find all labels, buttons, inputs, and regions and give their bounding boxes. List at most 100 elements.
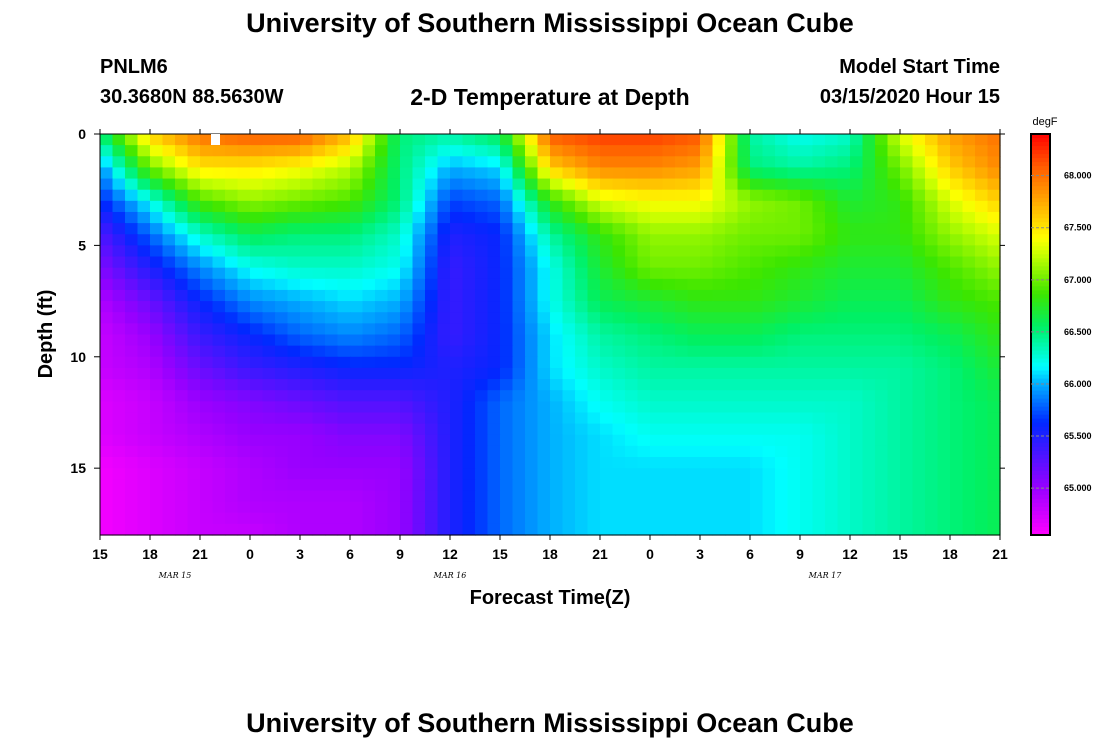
heatmap-cell [187,445,201,458]
heatmap-cell [337,445,351,458]
heatmap-cell [450,289,464,302]
heatmap-cell [975,457,989,469]
heatmap-cell [650,178,664,191]
heatmap-cell [512,223,526,235]
colorbar-tick-label: 65.500 [1064,431,1092,441]
heatmap-cell [200,156,214,169]
heatmap-cell [412,256,426,269]
heatmap-cell [675,379,689,391]
heatmap-cell [125,490,139,503]
heatmap-cell [112,423,126,436]
heatmap-cell [337,334,351,347]
heatmap-cell [475,401,489,414]
heatmap-cell [700,523,714,536]
heatmap-cell [787,167,801,180]
heatmap-cell [975,234,989,246]
heatmap-cell [975,256,989,269]
heatmap-cell [800,390,814,402]
heatmap-cell [637,367,651,380]
heatmap-cell [287,512,301,525]
heatmap-cell [412,200,426,213]
heatmap-cell [975,356,989,369]
heatmap-cell [200,167,214,180]
heatmap-cell [937,323,951,336]
heatmap-cell [525,457,539,469]
heatmap-cell [512,379,526,391]
colorbar-segment [1031,166,1050,171]
heatmap-cell [500,256,514,269]
heatmap-cell [837,468,851,480]
heatmap-cell [200,211,214,224]
heatmap-cell [162,256,176,269]
heatmap-cell [837,412,851,425]
heatmap-cell [550,234,564,246]
heatmap-cell [550,267,564,280]
heatmap-cell [162,301,176,313]
heatmap-cell [325,423,339,436]
heatmap-cell [637,211,651,224]
heatmap-cell [250,401,264,414]
heatmap-cell [200,457,214,469]
heatmap-cell [575,267,589,280]
heatmap-cell [262,312,276,324]
heatmap-cell [475,278,489,291]
heatmap-cell [412,356,426,369]
heatmap-cell [787,445,801,458]
heatmap-cell [900,167,914,180]
heatmap-cell [987,234,1001,246]
heatmap-cell [425,178,439,191]
heatmap-cell [862,189,876,202]
heatmap-cell [525,434,539,447]
heatmap-cell [950,379,964,391]
heatmap-cell [162,423,176,436]
heatmap-cell [537,457,551,469]
heatmap-cell [700,167,714,180]
heatmap-cell [887,211,901,224]
heatmap-cell [687,479,701,492]
heatmap-cell [800,189,814,202]
heatmap-cell [375,423,389,436]
heatmap-cell [225,512,239,525]
heatmap-cell [900,434,914,447]
heatmap-cell [825,345,839,358]
heatmap-cell [412,523,426,536]
heatmap-cell [675,490,689,503]
heatmap-cell [275,178,289,191]
heatmap-cell [650,401,664,414]
heatmap-cell [612,345,626,358]
heatmap-cell [350,301,364,313]
heatmap-cell [200,523,214,536]
heatmap-cell [337,468,351,480]
heatmap-cell [550,289,564,302]
heatmap-cell [100,178,114,191]
heatmap-cell [587,345,601,358]
heatmap-cell [962,301,976,313]
heatmap-cell [687,167,701,180]
heatmap-cell [750,312,764,324]
heatmap-cell [337,267,351,280]
heatmap-cell [675,445,689,458]
heatmap-cell [550,145,564,157]
heatmap-cell [612,501,626,514]
heatmap-cell [687,434,701,447]
heatmap-cell [100,523,114,536]
heatmap-cell [400,401,414,414]
heatmap-cell [500,512,514,525]
x-tick-label: 3 [696,546,704,562]
heatmap-cell [650,278,664,291]
heatmap-cell [475,211,489,224]
heatmap-cell [362,200,376,213]
heatmap-cell [575,390,589,402]
heatmap-cell [662,356,676,369]
heatmap-cell [100,412,114,425]
heatmap-cell [587,245,601,258]
heatmap-cell [900,211,914,224]
colorbar-segment [1031,514,1050,520]
heatmap-cell [750,200,764,213]
heatmap-cell [587,189,601,202]
heatmap-cell [112,134,126,146]
heatmap-cell [775,223,789,235]
heatmap-cell [862,390,876,402]
heatmap-cell [825,134,839,146]
heatmap-cell [937,256,951,269]
